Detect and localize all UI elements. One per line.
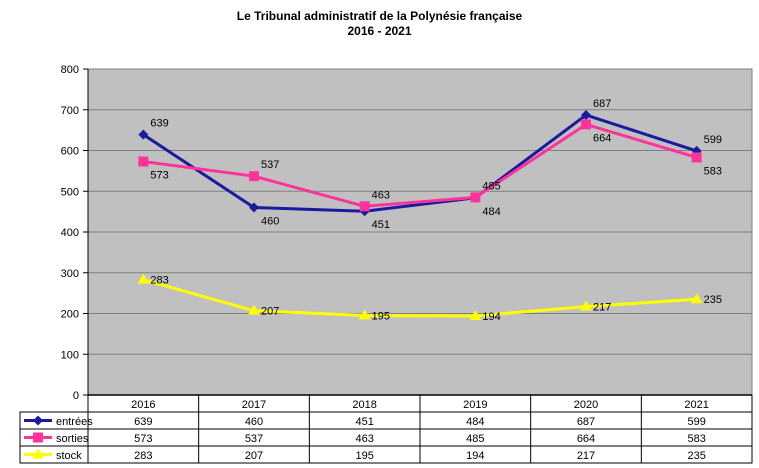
data-point-sorties <box>581 119 591 130</box>
table-cell: 451 <box>355 416 373 428</box>
data-point-stock <box>690 293 703 304</box>
data-point-entrées <box>138 129 149 140</box>
series-line-stock <box>142 278 697 318</box>
data-point-stock <box>32 448 44 459</box>
data-label: 235 <box>704 294 722 306</box>
data-point-entrées <box>249 202 259 213</box>
data-point-stock <box>248 304 260 315</box>
table-cell: 639 <box>134 416 152 428</box>
legend-label: stock <box>56 450 82 462</box>
data-label: 463 <box>372 189 390 201</box>
data-label: 283 <box>150 275 168 287</box>
data-label: 537 <box>261 159 279 171</box>
data-label: 195 <box>372 311 390 323</box>
data-label: 639 <box>150 118 168 130</box>
table-cell: 463 <box>355 433 373 445</box>
data-point-sorties <box>138 156 149 167</box>
data-point-stock <box>137 273 150 284</box>
series-line-entrées <box>142 113 698 213</box>
subtitle: 2016 - 2021 <box>347 24 412 38</box>
y-tick-label: 700 <box>61 105 79 117</box>
data-label: 687 <box>593 98 611 110</box>
chart-title: Le Tribunal administratif de la Polynési… <box>0 9 759 39</box>
data-label: 460 <box>261 216 279 228</box>
data-point-sorties <box>33 432 43 443</box>
data-label: 217 <box>593 302 611 314</box>
data-point-sorties <box>470 192 481 203</box>
table-cell: 599 <box>687 416 705 428</box>
table-cell: 573 <box>134 433 152 445</box>
table-cell: 687 <box>577 416 595 428</box>
table-cell: 194 <box>466 450 484 462</box>
x-tick-label: 2020 <box>574 399 598 411</box>
data-point-sorties <box>359 201 370 212</box>
table-cell: 537 <box>245 433 263 445</box>
data-label: 573 <box>150 170 168 182</box>
table-border <box>19 411 753 464</box>
y-tick-label: 0 <box>73 390 79 402</box>
data-label: 485 <box>482 180 500 192</box>
table-cell: 235 <box>687 450 705 462</box>
data-label: 484 <box>482 206 500 218</box>
title: Le Tribunal administratif de la Polynési… <box>236 9 523 23</box>
data-point-stock <box>469 309 482 320</box>
table-cell: 485 <box>466 433 484 445</box>
data-label: 194 <box>482 311 500 323</box>
x-tick-label: 2017 <box>242 399 266 411</box>
table-cell: 217 <box>577 450 595 462</box>
y-tick-label: 200 <box>61 309 79 321</box>
data-point-entrées <box>581 110 591 121</box>
table-cell: 583 <box>687 433 705 445</box>
x-tick-label: 2019 <box>463 399 487 411</box>
data-point-entrées <box>33 415 43 426</box>
legend-label: entrées <box>56 416 93 428</box>
x-tick-label: 2018 <box>352 399 376 411</box>
legend-label: sorties <box>56 433 89 445</box>
y-tick-label: 400 <box>61 227 79 239</box>
y-tick-label: 100 <box>61 349 79 361</box>
y-tick-label: 500 <box>61 186 79 198</box>
table-cell: 195 <box>355 450 373 462</box>
y-tick-label: 600 <box>61 146 79 158</box>
data-label: 583 <box>704 165 722 177</box>
table-cell: 484 <box>466 416 484 428</box>
x-tick-label: 2021 <box>684 399 708 411</box>
table-cell: 283 <box>134 450 152 462</box>
x-tick-label: 2016 <box>131 399 155 411</box>
series-line-sorties <box>143 122 698 208</box>
data-label: 599 <box>704 134 722 146</box>
data-point-stock <box>358 309 371 320</box>
table-cell: 664 <box>577 433 595 445</box>
y-tick-label: 300 <box>61 268 79 280</box>
data-point-sorties <box>249 171 259 182</box>
table-cell: 207 <box>245 450 263 462</box>
data-point-sorties <box>691 152 702 163</box>
data-point-stock <box>580 300 592 311</box>
y-tick-label: 800 <box>61 64 79 76</box>
data-label: 207 <box>261 306 279 318</box>
data-label: 664 <box>593 132 611 144</box>
table-cell: 460 <box>245 416 263 428</box>
data-label: 451 <box>372 219 390 231</box>
